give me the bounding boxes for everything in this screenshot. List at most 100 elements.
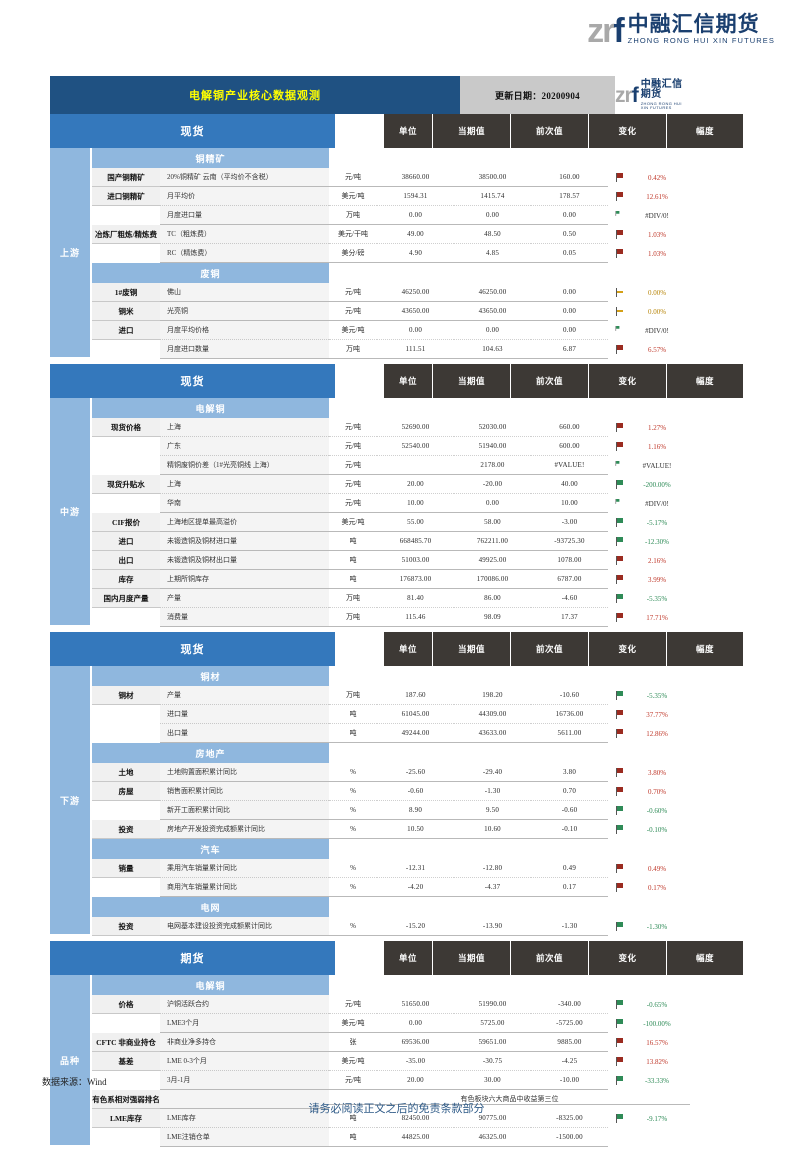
row-unit: 万吨 bbox=[329, 340, 377, 359]
row-unit: 吨 bbox=[329, 1128, 377, 1147]
table-row: 投资 电网基本建设投资完成额累计同比% -15.20 -13.90 -1.30 -1.30… bbox=[92, 917, 690, 936]
row-current-value: 81.40 bbox=[377, 589, 454, 608]
row-unit: % bbox=[329, 859, 377, 878]
row-unit: 万吨 bbox=[329, 608, 377, 627]
row-amplitude-value: 37.77% bbox=[646, 710, 668, 719]
table-row: 土地 土地购置面积累计同比% -25.60 -29.40 3.80 3.80% bbox=[92, 763, 690, 782]
section-band: 下游 铜材 铜材 产量 万吨 187.60 198.20 -10.60 -5.35% 进口量吨 61… bbox=[50, 666, 690, 936]
row-previous-value: -13.90 bbox=[454, 917, 531, 936]
table-row: 基差 LME 0-3个月 美元/吨 -35.00 -30.75 -4.25 13.82% bbox=[92, 1052, 690, 1071]
down-arrow-icon bbox=[615, 691, 624, 700]
row-unit: 元/吨 bbox=[329, 456, 377, 475]
row-current-value: 0.00 bbox=[377, 206, 454, 225]
row-previous-value: 0.00 bbox=[454, 321, 531, 340]
row-current-value: 49244.00 bbox=[377, 724, 454, 743]
col-previous: 前次值 bbox=[510, 632, 588, 666]
row-label: 现货升贴水 bbox=[92, 475, 160, 494]
row-current-value: 4.90 bbox=[377, 244, 454, 263]
row-desc: 佛山 bbox=[160, 283, 329, 302]
row-label: 进口 bbox=[92, 321, 160, 340]
row-amplitude-value: 6.57% bbox=[647, 345, 667, 354]
row-previous-value: 38500.00 bbox=[454, 168, 531, 187]
side-label-上游: 上游 bbox=[50, 148, 92, 359]
row-current-value: 0.00 bbox=[377, 1014, 454, 1033]
row-trend-flag bbox=[608, 475, 630, 494]
row-desc: 未锻造铜及铜材出口量 bbox=[160, 551, 329, 570]
group-header-spacer bbox=[329, 148, 690, 168]
row-label bbox=[92, 724, 160, 743]
row-label: 现货价格 bbox=[92, 418, 160, 437]
table-row: 进口铜精矿 月平均价 美元/吨 1594.31 1415.74 178.57 12.61% bbox=[92, 187, 690, 206]
section-band: 中游 电解铜 现货价格 上海 元/吨 52690.00 52030.00 660.00 1.27… bbox=[50, 398, 690, 627]
row-previous-value: 43633.00 bbox=[454, 724, 531, 743]
row-amplitude-value: -5.35% bbox=[646, 594, 668, 603]
table-row: 有色系相对强弱排名 有色板块六大商品中收益第三位 bbox=[92, 1090, 690, 1109]
up-arrow-icon bbox=[615, 173, 624, 182]
table-row: 价格 沪铜活跃合约 元/吨 51650.00 51990.00 -340.00 -0.65% bbox=[92, 995, 690, 1014]
section-band: 上游 铜精矿 国产铜精矿 20%铜精矿 云南（平均价不含税） 元/吨 38660.00 38… bbox=[50, 148, 690, 359]
row-current-value: 176873.00 bbox=[377, 570, 454, 589]
row-desc: LME注销仓单 bbox=[160, 1128, 329, 1147]
row-current-value: 38660.00 bbox=[377, 168, 454, 187]
col-change: 变化 bbox=[588, 632, 666, 666]
row-trend-flag bbox=[608, 782, 630, 801]
row-trend-flag bbox=[608, 340, 630, 359]
row-unit: 张 bbox=[329, 1033, 377, 1052]
up-arrow-icon bbox=[615, 729, 624, 738]
row-change-value: -93725.30 bbox=[531, 532, 608, 551]
row-amplitude-value: 1.27% bbox=[647, 423, 667, 432]
row-desc: 产量 bbox=[160, 686, 329, 705]
row-desc: 未锻造铜及铜材进口量 bbox=[160, 532, 329, 551]
row-unit: 美分/磅 bbox=[329, 244, 377, 263]
row-label bbox=[92, 244, 160, 263]
row-trend-flag bbox=[608, 878, 630, 897]
row-amplitude-value: 2.16% bbox=[647, 556, 667, 565]
row-desc: 上海地区提单最高溢价 bbox=[160, 513, 329, 532]
row-trend-flag bbox=[608, 1109, 630, 1128]
group-title: 铜材 bbox=[92, 666, 329, 686]
group-header: 电解铜 bbox=[92, 398, 690, 418]
row-previous-value: 52030.00 bbox=[454, 418, 531, 437]
row-amplitude-value: 13.82% bbox=[646, 1057, 668, 1066]
row-amplitude-value: 0.17% bbox=[647, 883, 667, 892]
row-label bbox=[92, 1071, 160, 1090]
up-arrow-icon bbox=[615, 423, 624, 432]
row-desc: 商用汽车销量累计同比 bbox=[160, 878, 329, 897]
down-arrow-icon bbox=[615, 594, 624, 603]
row-unit: 万吨 bbox=[329, 589, 377, 608]
row-unit: 万吨 bbox=[329, 686, 377, 705]
row-trend-flag bbox=[608, 820, 630, 839]
row-change-value: -10.60 bbox=[531, 686, 608, 705]
section-header-title: 现货 bbox=[50, 114, 335, 148]
row-label: 土地 bbox=[92, 763, 160, 782]
down-arrow-icon bbox=[615, 806, 624, 815]
table-row: 1#废铜 佛山 元/吨 46250.00 46250.00 0.00 0.00% bbox=[92, 283, 690, 302]
row-trend-flag bbox=[608, 551, 630, 570]
up-arrow-icon bbox=[615, 442, 624, 451]
error-arrow-icon bbox=[615, 211, 620, 216]
zrf-logomark: zrf bbox=[587, 11, 625, 50]
column-header-row: 现货 单位 当期值 前次值 变化 幅度 bbox=[50, 364, 743, 398]
row-trend-flag bbox=[608, 168, 630, 187]
row-amplitude-value: 0.00% bbox=[647, 288, 667, 297]
group-header-spacer bbox=[329, 897, 690, 917]
table-row: 进口量吨 61045.00 44309.00 16736.00 37.77% bbox=[92, 705, 690, 724]
row-amplitude-value: -0.60% bbox=[646, 806, 668, 815]
row-current-value: 111.51 bbox=[377, 340, 454, 359]
row-previous-value: 44309.00 bbox=[454, 705, 531, 724]
row-previous-value: -30.75 bbox=[454, 1052, 531, 1071]
row-change-value: 0.00 bbox=[531, 321, 608, 340]
row-trend-flag bbox=[608, 437, 630, 456]
row-current-value: 69536.00 bbox=[377, 1033, 454, 1052]
row-previous-value: -4.37 bbox=[454, 878, 531, 897]
row-unit: 美元/吨 bbox=[329, 513, 377, 532]
row-previous-value: 98.09 bbox=[454, 608, 531, 627]
update-date: 更新日期：20200904 bbox=[460, 76, 615, 114]
col-amplitude: 幅度 bbox=[666, 941, 743, 975]
row-trend-flag bbox=[608, 724, 630, 743]
row-current-value: 20.00 bbox=[377, 475, 454, 494]
col-unit: 单位 bbox=[383, 941, 432, 975]
row-amplitude-value: #DIV/0! bbox=[645, 211, 669, 220]
row-amplitude-value: 3.80% bbox=[647, 768, 667, 777]
row-label: 库存 bbox=[92, 570, 160, 589]
